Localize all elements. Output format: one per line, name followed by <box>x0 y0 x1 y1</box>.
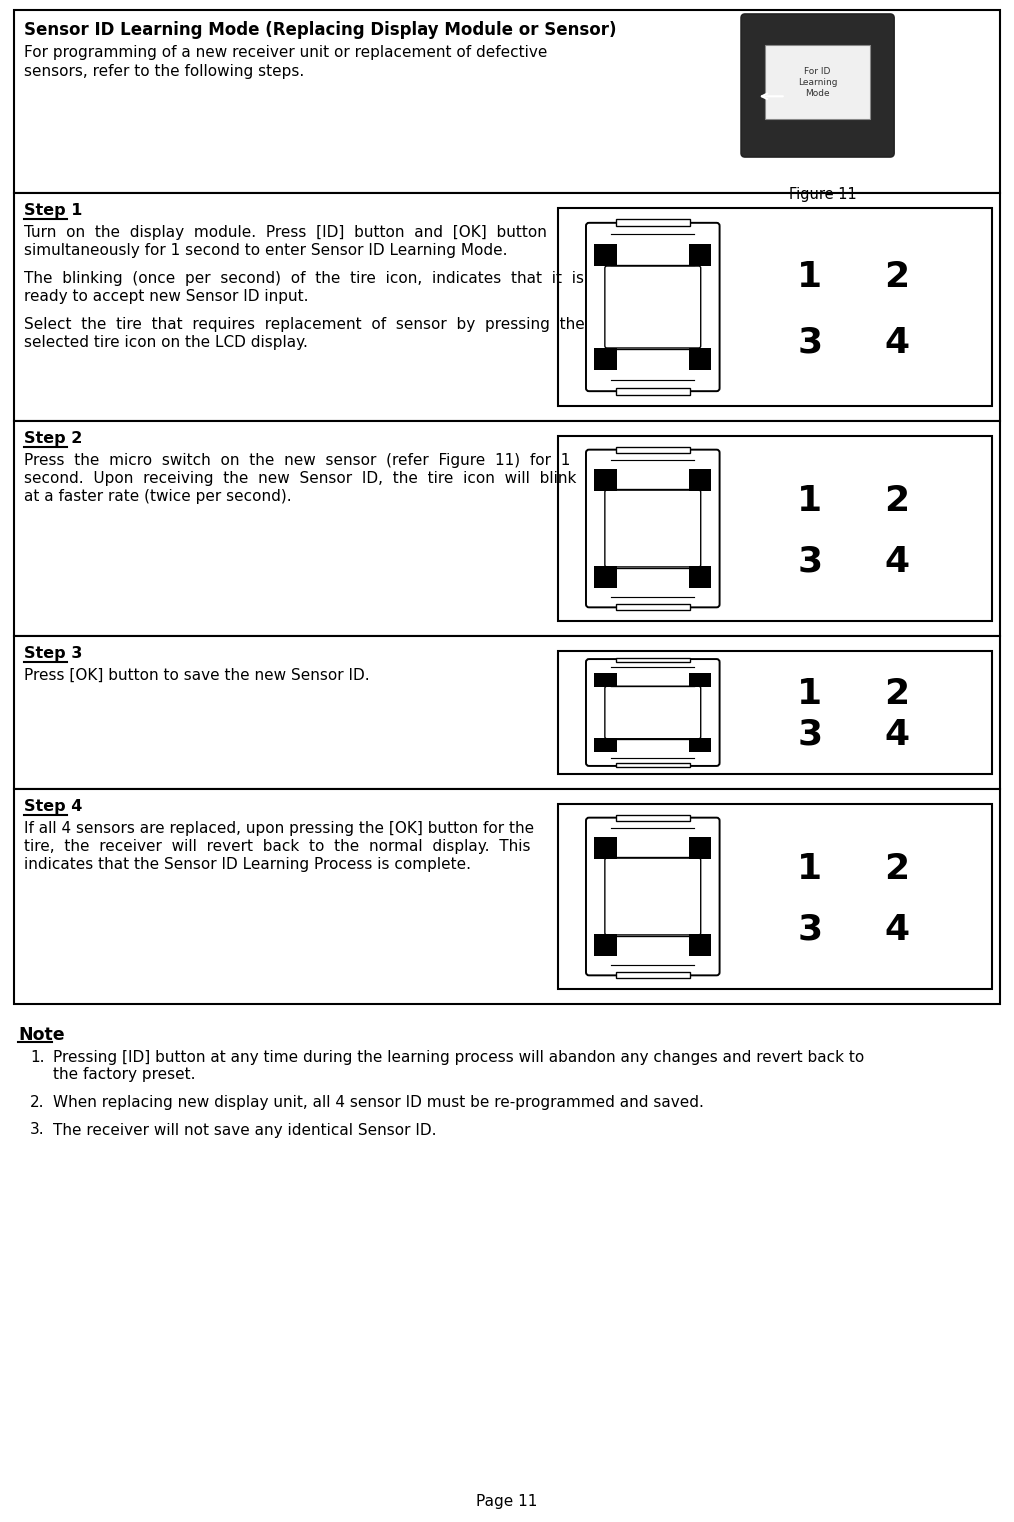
Text: Select  the  tire  that  requires  replacement  of  sensor  by  pressing  the: Select the tire that requires replacemen… <box>24 317 585 332</box>
Text: If all 4 sensors are replaced, upon pressing the [OK] button for the: If all 4 sensors are replaced, upon pres… <box>24 820 534 836</box>
Text: 1: 1 <box>797 484 822 517</box>
Bar <box>689 837 712 858</box>
Bar <box>689 469 712 490</box>
Bar <box>594 837 618 858</box>
Text: For programming of a new receiver unit or replacement of defective: For programming of a new receiver unit o… <box>24 46 548 59</box>
FancyBboxPatch shape <box>741 14 894 157</box>
Text: 3.: 3. <box>30 1123 45 1137</box>
Bar <box>689 738 712 752</box>
Bar <box>14 636 1000 788</box>
Text: 2: 2 <box>884 484 910 517</box>
Text: the factory preset.: the factory preset. <box>53 1067 196 1082</box>
Text: Press  the  micro  switch  on  the  new  sensor  (refer  Figure  11)  for  1: Press the micro switch on the new sensor… <box>24 454 570 467</box>
Text: Sensor ID Learning Mode (Replacing Display Module or Sensor): Sensor ID Learning Mode (Replacing Displ… <box>24 21 617 40</box>
Bar <box>615 219 690 225</box>
Bar <box>14 788 1000 1005</box>
Bar <box>594 566 618 587</box>
Bar <box>615 388 690 394</box>
Bar <box>14 193 1000 422</box>
Text: 2: 2 <box>884 852 910 886</box>
Text: 3: 3 <box>797 326 822 359</box>
Text: 1: 1 <box>797 852 822 886</box>
Text: 4: 4 <box>884 718 910 752</box>
Text: 1: 1 <box>797 260 822 294</box>
Text: 2: 2 <box>884 677 910 711</box>
Text: 4: 4 <box>884 326 910 359</box>
FancyBboxPatch shape <box>586 449 720 607</box>
Text: selected tire icon on the LCD display.: selected tire icon on the LCD display. <box>24 335 308 350</box>
FancyBboxPatch shape <box>586 222 720 391</box>
Text: 4: 4 <box>884 545 910 578</box>
Text: second.  Upon  receiving  the  new  Sensor  ID,  the  tire  icon  will  blink: second. Upon receiving the new Sensor ID… <box>24 470 576 486</box>
Text: tire,  the  receiver  will  revert  back  to  the  normal  display.  This: tire, the receiver will revert back to t… <box>24 839 530 854</box>
Text: Step 4: Step 4 <box>24 799 82 814</box>
Bar <box>558 651 992 775</box>
Text: When replacing new display unit, all 4 sensor ID must be re-programmed and saved: When replacing new display unit, all 4 s… <box>53 1094 704 1110</box>
Bar <box>558 435 992 621</box>
Text: 3: 3 <box>797 718 822 752</box>
Bar <box>14 422 1000 636</box>
FancyBboxPatch shape <box>605 490 701 566</box>
Bar <box>615 973 690 979</box>
Text: 1: 1 <box>797 677 822 711</box>
Text: 1.: 1. <box>30 1050 45 1065</box>
Bar <box>594 244 618 266</box>
Bar <box>594 347 618 370</box>
Text: 2.: 2. <box>30 1094 45 1110</box>
Text: The  blinking  (once  per  second)  of  the  tire  icon,  indicates  that  it  i: The blinking (once per second) of the ti… <box>24 271 584 286</box>
FancyBboxPatch shape <box>605 266 701 349</box>
Bar <box>689 566 712 587</box>
Text: The receiver will not save any identical Sensor ID.: The receiver will not save any identical… <box>53 1123 436 1137</box>
Bar <box>14 11 1000 193</box>
Bar <box>558 804 992 989</box>
Text: Note: Note <box>18 1026 65 1044</box>
Text: 3: 3 <box>797 545 822 578</box>
Bar <box>689 935 712 956</box>
Bar <box>766 46 870 119</box>
Text: 3: 3 <box>797 913 822 947</box>
Text: simultaneously for 1 second to enter Sensor ID Learning Mode.: simultaneously for 1 second to enter Sen… <box>24 244 507 259</box>
Bar <box>558 209 992 406</box>
FancyBboxPatch shape <box>605 686 701 738</box>
Text: Press [OK] button to save the new Sensor ID.: Press [OK] button to save the new Sensor… <box>24 668 370 683</box>
FancyBboxPatch shape <box>586 659 720 766</box>
Bar <box>594 469 618 490</box>
Text: sensors, refer to the following steps.: sensors, refer to the following steps. <box>24 64 304 79</box>
Text: For ID
Learning
Mode: For ID Learning Mode <box>798 67 838 97</box>
Text: Pressing [ID] button at any time during the learning process will abandon any ch: Pressing [ID] button at any time during … <box>53 1050 864 1065</box>
FancyBboxPatch shape <box>586 817 720 976</box>
Text: indicates that the Sensor ID Learning Process is complete.: indicates that the Sensor ID Learning Pr… <box>24 857 470 872</box>
Bar <box>689 244 712 266</box>
Text: Step 3: Step 3 <box>24 645 82 661</box>
Bar <box>615 658 690 662</box>
Text: 2: 2 <box>884 260 910 294</box>
Bar <box>615 604 690 610</box>
Text: Page 11: Page 11 <box>477 1495 537 1508</box>
Bar <box>594 673 618 688</box>
Bar <box>689 347 712 370</box>
Bar <box>615 763 690 767</box>
Text: at a faster rate (twice per second).: at a faster rate (twice per second). <box>24 489 292 504</box>
Text: Step 1: Step 1 <box>24 202 82 218</box>
Bar <box>615 814 690 820</box>
Text: 4: 4 <box>884 913 910 947</box>
Bar <box>594 935 618 956</box>
Bar <box>615 446 690 452</box>
Text: Step 2: Step 2 <box>24 431 82 446</box>
Text: Figure 11: Figure 11 <box>789 187 857 202</box>
Text: Turn  on  the  display  module.  Press  [ID]  button  and  [OK]  button: Turn on the display module. Press [ID] b… <box>24 225 547 240</box>
Bar <box>594 738 618 752</box>
Bar <box>689 673 712 688</box>
FancyBboxPatch shape <box>605 858 701 935</box>
Text: ready to accept new Sensor ID input.: ready to accept new Sensor ID input. <box>24 289 308 304</box>
